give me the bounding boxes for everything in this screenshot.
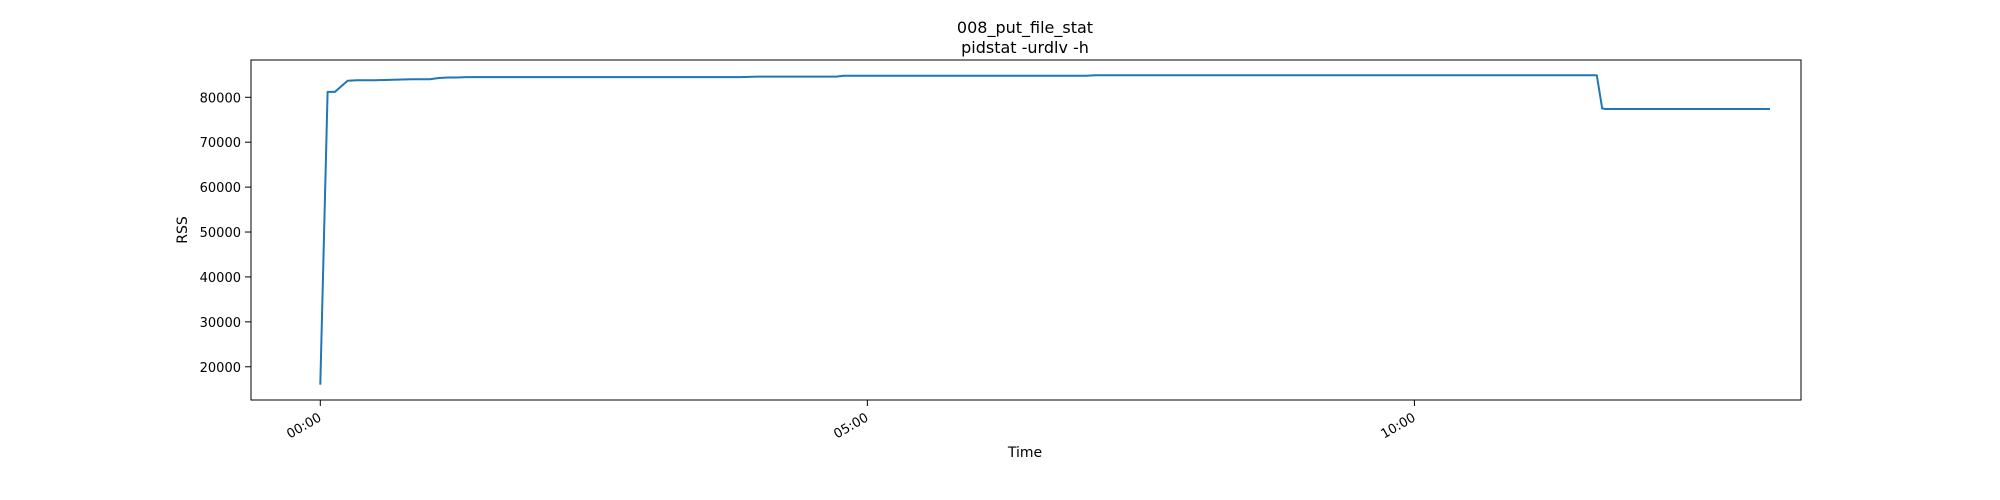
y-tick-label: 70000	[200, 136, 241, 151]
y-tick-label: 40000	[200, 271, 241, 286]
chart-title: 008_put_file_stat	[957, 18, 1093, 38]
series-layer	[319, 74, 1770, 385]
y-axis-ticks: 20000 30000 40000 50000 60000 70000 80000	[200, 91, 251, 376]
y-tick-label: 60000	[200, 181, 241, 196]
y-tick-label: 20000	[200, 361, 241, 376]
y-tick-label: 80000	[200, 91, 241, 106]
x-axis-label: Time	[1007, 445, 1042, 461]
plot-frame	[250, 59, 1802, 401]
x-axis-ticks: 00:00 05:00 10:00	[284, 400, 1418, 442]
y-tick-label: 50000	[200, 226, 241, 241]
series-line	[319, 74, 1770, 385]
x-tick-label: 10:00	[1378, 410, 1418, 442]
x-tick-label: 05:00	[831, 410, 871, 442]
x-tick-label: 00:00	[284, 410, 324, 442]
y-tick-label: 30000	[200, 316, 241, 331]
chart-subtitle: pidstat -urdlv -h	[961, 38, 1089, 57]
y-axis-label: RSS	[175, 216, 191, 244]
